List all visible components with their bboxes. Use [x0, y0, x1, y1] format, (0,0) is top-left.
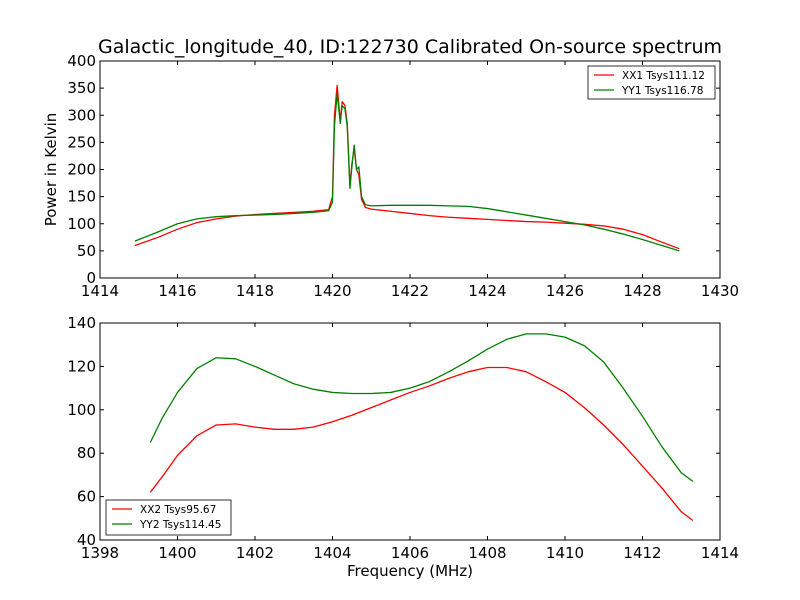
y-tick-label: 100 [67, 215, 96, 233]
top-panel: 1414 1416 1418 1420 1422 1424 1426 1428 1430 0 50 1… [42, 52, 739, 300]
x-tick-label: 1418 [236, 282, 274, 300]
series-line-yy1 [134, 92, 680, 252]
bottom-panel: 1398 1400 1402 1404 1406 1408 1410 1412 1414 40 60… [67, 314, 739, 580]
x-tick-label: 1428 [623, 282, 661, 300]
legend-box [105, 499, 232, 536]
x-tick-label: 1402 [236, 544, 274, 562]
x-tick-label: 1424 [468, 282, 506, 300]
y-tick-label: 100 [67, 401, 96, 419]
y-tick-label: 80 [77, 444, 96, 462]
legend: XX1 Tsys111.12 YY1 Tsys116.78 [587, 65, 716, 100]
x-tick-label: 1408 [468, 544, 506, 562]
x-tick-label: 1404 [313, 544, 351, 562]
x-tick-label: 1412 [623, 544, 661, 562]
y-tick-label: 0 [86, 269, 96, 287]
y-tick-label: 50 [77, 242, 96, 260]
y-tick-label: 150 [67, 188, 96, 206]
y-tick-label: 250 [67, 133, 96, 151]
y-tick-label: 350 [67, 79, 96, 97]
x-tick-label: 1416 [158, 282, 196, 300]
legend: XX2 Tsys95.67 YY2 Tsys114.45 [105, 499, 232, 536]
x-axis-label: Frequency (MHz) [347, 562, 473, 580]
y-tick-label: 300 [67, 106, 96, 124]
y-tick-label: 400 [67, 52, 96, 70]
x-tick-label: 1430 [701, 282, 739, 300]
x-tick-label: 1422 [391, 282, 429, 300]
x-tick-label: 1426 [546, 282, 584, 300]
legend-label: YY2 Tsys114.45 [139, 519, 221, 531]
x-tick-label: 1400 [158, 544, 196, 562]
series-line-yy2 [149, 333, 694, 482]
figure-title: Galactic_longitude_40, ID:122730 Calibra… [98, 36, 722, 58]
y-tick-label: 40 [77, 531, 96, 549]
x-tick-label: 1414 [701, 544, 739, 562]
legend-label: XX2 Tsys95.67 [140, 504, 216, 516]
x-tick-label: 1406 [391, 544, 429, 562]
y-tick-label: 120 [67, 357, 96, 375]
series-line-xx2 [149, 366, 694, 521]
y-tick-label: 60 [77, 488, 96, 506]
legend-label: XX1 Tsys111.12 [622, 70, 705, 82]
legend-box [587, 65, 716, 100]
legend-label: YY1 Tsys116.78 [621, 85, 703, 97]
y-axis-label: Power in Kelvin [42, 113, 60, 227]
x-tick-label: 1414 [81, 282, 119, 300]
x-tick-label: 1410 [546, 544, 584, 562]
x-tick-label: 1398 [81, 544, 119, 562]
y-tick-label: 200 [67, 161, 96, 179]
y-tick-label: 140 [67, 314, 96, 332]
x-tick-label: 1420 [313, 282, 351, 300]
